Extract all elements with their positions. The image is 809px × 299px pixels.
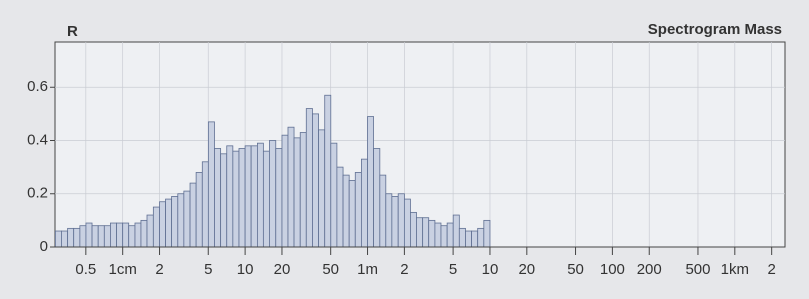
bar [306, 109, 312, 247]
x-tick-label: 2 [155, 261, 163, 278]
bar [92, 226, 98, 247]
bar [410, 212, 416, 247]
x-tick-label: 500 [685, 261, 710, 278]
x-tick-label: 5 [204, 261, 212, 278]
bar [441, 226, 447, 247]
bar [141, 220, 147, 247]
bar [478, 228, 484, 247]
bar [172, 196, 178, 247]
bar [368, 117, 374, 247]
bar [178, 194, 184, 247]
bar [331, 143, 337, 247]
bar [257, 143, 263, 247]
bar [184, 191, 190, 247]
bar [263, 151, 269, 247]
bar [245, 146, 251, 247]
x-tick-label: 1cm [109, 261, 137, 278]
bar [80, 226, 86, 247]
x-tick-label: 1km [721, 261, 749, 278]
bar [349, 180, 355, 247]
bar [392, 196, 398, 247]
bar [380, 175, 386, 247]
bar [98, 226, 104, 247]
bar [153, 207, 159, 247]
bar [423, 218, 429, 247]
x-tick-label: 20 [274, 261, 291, 278]
bar [68, 228, 74, 247]
bar [160, 202, 166, 247]
bar [104, 226, 110, 247]
bar [312, 114, 318, 247]
bar [484, 220, 490, 247]
bar [190, 183, 196, 247]
bar [202, 162, 208, 247]
bar [276, 148, 282, 247]
bar [429, 220, 435, 247]
bar [325, 95, 331, 247]
bar [117, 223, 123, 247]
bar [337, 167, 343, 247]
bar [147, 215, 153, 247]
bar [233, 151, 239, 247]
bar [472, 231, 478, 247]
x-tick-label: 20 [518, 261, 535, 278]
bar [282, 135, 288, 247]
bar [129, 226, 135, 247]
bar [135, 223, 141, 247]
page: {"chart_data": {"type": "histogram", "ti… [0, 0, 809, 299]
bar [453, 215, 459, 247]
bar [435, 223, 441, 247]
bar [196, 172, 202, 247]
bar [110, 223, 116, 247]
x-tick-label: 1m [357, 261, 378, 278]
y-tick-label: 0.6 [27, 78, 48, 95]
bar [74, 228, 80, 247]
x-tick-label: 100 [600, 261, 625, 278]
bar [123, 223, 129, 247]
bar [269, 141, 275, 247]
bar [343, 175, 349, 247]
bar [416, 218, 422, 247]
x-tick-label: 5 [449, 261, 457, 278]
x-tick-label: 0.5 [75, 261, 96, 278]
y-tick-label: 0.2 [27, 185, 48, 202]
bar [459, 228, 465, 247]
chart: Spectrogram Mass R 0 0.2 0.4 0.6 0.5 1cm 2 5 10 2… [0, 0, 809, 299]
y-axis-label: R [67, 23, 78, 40]
bar [398, 194, 404, 247]
x-tick-label: 50 [567, 261, 584, 278]
bar [166, 199, 172, 247]
bar [251, 146, 257, 247]
bar [55, 231, 61, 247]
x-tick-label: 2 [400, 261, 408, 278]
bar [221, 154, 227, 247]
x-tick-label: 10 [482, 261, 499, 278]
x-tick-label: 200 [637, 261, 662, 278]
bar [361, 159, 367, 247]
y-tick-label: 0.4 [27, 131, 48, 148]
bar [294, 138, 300, 247]
bar [386, 194, 392, 247]
bar [447, 223, 453, 247]
bar [239, 148, 245, 247]
bar [61, 231, 67, 247]
bar [374, 148, 380, 247]
bar [465, 231, 471, 247]
bar [214, 148, 220, 247]
bar [208, 122, 214, 247]
bar [404, 199, 410, 247]
bar [319, 130, 325, 247]
bar [288, 127, 294, 247]
chart-title: Spectrogram Mass [648, 21, 782, 38]
bar [227, 146, 233, 247]
x-tick-label: 2 [767, 261, 775, 278]
y-tick-label: 0 [40, 238, 48, 255]
bar [300, 133, 306, 247]
bar [355, 172, 361, 247]
x-tick-label: 10 [237, 261, 254, 278]
bar [86, 223, 92, 247]
x-tick-label: 50 [322, 261, 339, 278]
